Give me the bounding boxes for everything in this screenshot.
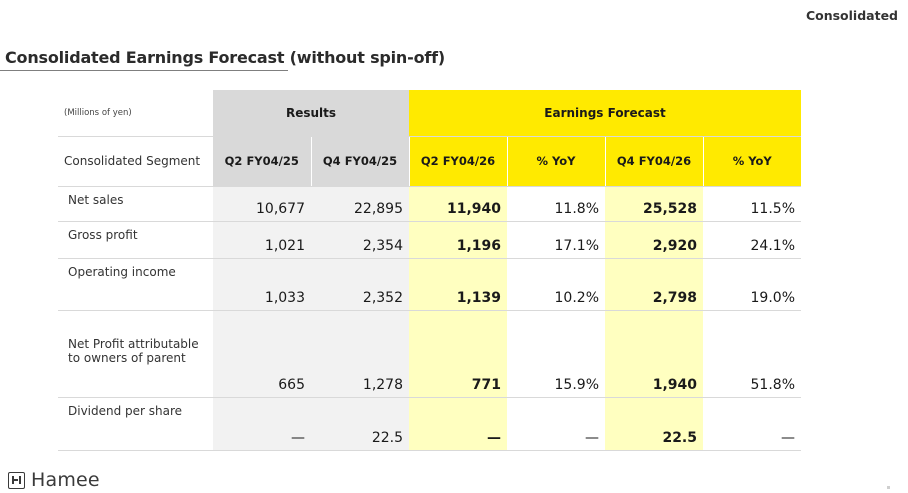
table-row: Operating income 1,033 2,352 1,139 10.2%… <box>58 258 801 311</box>
table-cell: 771 <box>409 310 507 398</box>
table-cell: — <box>409 397 507 451</box>
table-row: Net sales 10,677 22,895 11,940 11.8% 25,… <box>58 186 801 222</box>
row-label-line: Net Profit attributable <box>68 336 199 351</box>
table-cell: 1,196 <box>409 221 507 259</box>
table-cell: 2,352 <box>311 258 409 311</box>
col-q4-fy0426: Q4 FY04/26 <box>604 136 703 187</box>
table-cell: 19.0% <box>703 258 801 311</box>
row-label-line: to owners of parent <box>68 350 186 365</box>
table-cell: 51.8% <box>703 310 801 398</box>
table-cell: — <box>507 397 605 451</box>
table-cell: 665 <box>213 310 311 398</box>
col-yoy-q4: % YoY <box>702 136 801 187</box>
segment-header: Consolidated Segment <box>58 136 213 187</box>
group-header-row: (Millions of yen) Results Earnings Forec… <box>58 90 801 137</box>
units-label: (Millions of yen) <box>58 90 213 137</box>
table-cell: 2,354 <box>311 221 409 259</box>
table-cell: 1,940 <box>605 310 703 398</box>
table-row: Gross profit 1,021 2,354 1,196 17.1% 2,9… <box>58 221 801 259</box>
title-underline <box>0 70 288 71</box>
table-cell: 2,920 <box>605 221 703 259</box>
row-label-net-profit: Net Profit attributable to owners of par… <box>58 310 213 398</box>
table-cell: 1,033 <box>213 258 311 311</box>
table-cell: 22,895 <box>311 186 409 222</box>
table-cell: — <box>213 397 311 451</box>
table-row: Net Profit attributable to owners of par… <box>58 310 801 398</box>
column-header-row: Consolidated Segment Q2 FY04/25 Q4 FY04/… <box>58 136 801 187</box>
hamee-logo: Hamee <box>8 469 100 491</box>
page-marker <box>887 486 890 489</box>
table-cell: 1,139 <box>409 258 507 311</box>
table-cell: 10,677 <box>213 186 311 222</box>
row-label-operating-income: Operating income <box>58 258 213 311</box>
row-label-dividend: Dividend per share <box>58 397 213 451</box>
earnings-forecast-table: (Millions of yen) Results Earnings Forec… <box>58 90 801 451</box>
col-q2-fy0426: Q2 FY04/26 <box>408 136 507 187</box>
table-cell: 15.9% <box>507 310 605 398</box>
table-cell: 25,528 <box>605 186 703 222</box>
forecast-group-header: Earnings Forecast <box>409 90 801 137</box>
hamee-logo-icon <box>8 471 25 489</box>
table-cell: 2,798 <box>605 258 703 311</box>
results-group-header: Results <box>213 90 409 137</box>
table-cell: 17.1% <box>507 221 605 259</box>
table-row: Dividend per share — 22.5 — — 22.5 — <box>58 397 801 451</box>
row-label-gross-profit: Gross profit <box>58 221 213 259</box>
col-q4-fy0425: Q4 FY04/25 <box>310 136 409 187</box>
row-label-net-sales: Net sales <box>58 186 213 222</box>
scope-label: Consolidated <box>805 8 898 23</box>
table-cell: 11.8% <box>507 186 605 222</box>
table-cell: 11,940 <box>409 186 507 222</box>
col-yoy-q2: % YoY <box>506 136 605 187</box>
table-cell: 22.5 <box>311 397 409 451</box>
table-cell: 22.5 <box>605 397 703 451</box>
table-cell: — <box>703 397 801 451</box>
table-cell: 1,021 <box>213 221 311 259</box>
page-title: Consolidated Earnings Forecast (without … <box>5 48 445 67</box>
logo-text: Hamee <box>31 469 100 491</box>
table-cell: 1,278 <box>311 310 409 398</box>
table-cell: 11.5% <box>703 186 801 222</box>
table-cell: 10.2% <box>507 258 605 311</box>
table-cell: 24.1% <box>703 221 801 259</box>
col-q2-fy0425: Q2 FY04/25 <box>213 136 311 187</box>
